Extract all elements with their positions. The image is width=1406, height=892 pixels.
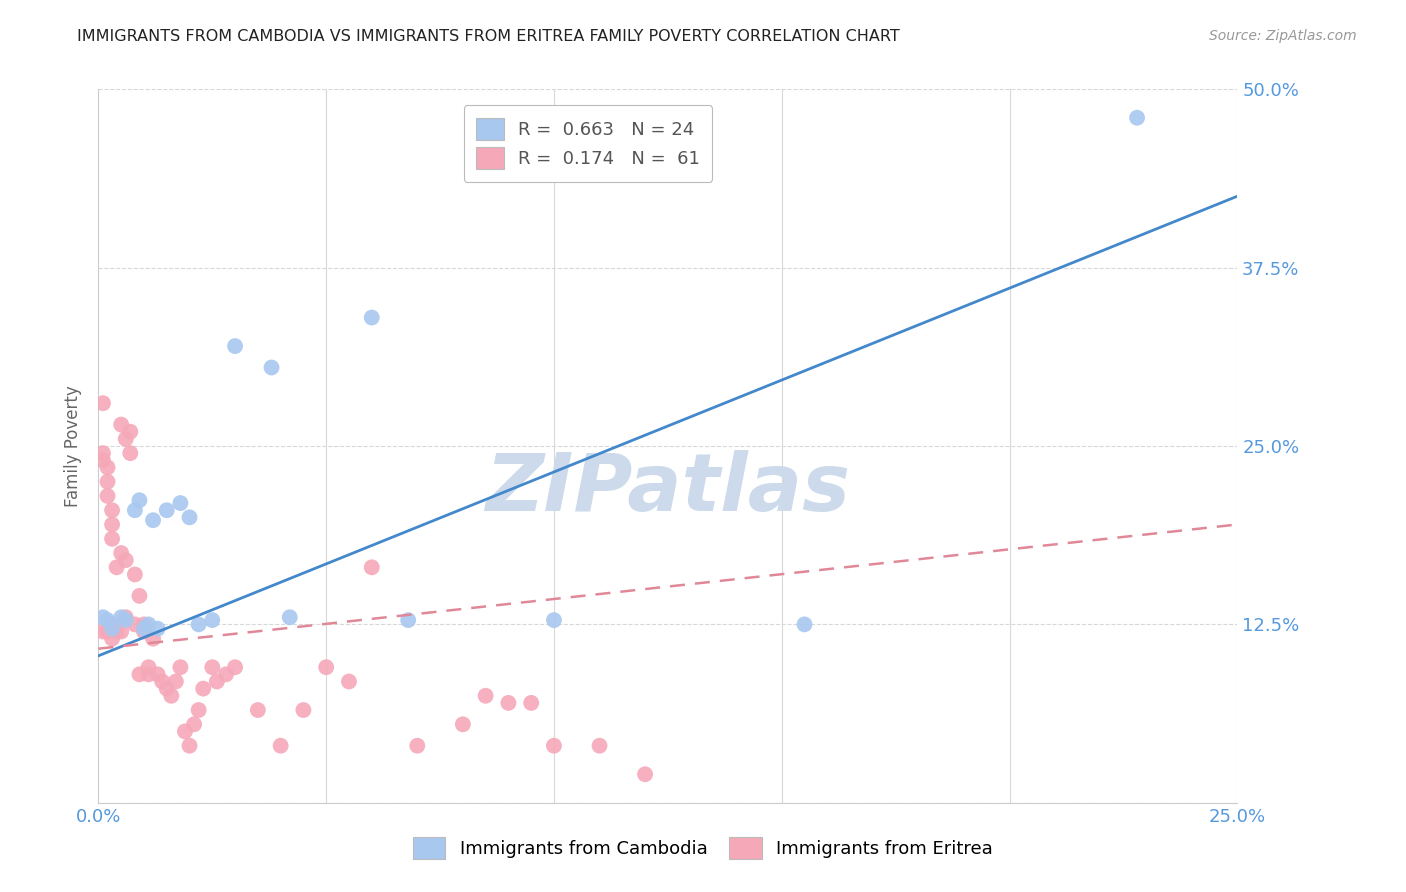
Point xyxy=(315,660,337,674)
Point xyxy=(101,517,124,532)
Point xyxy=(292,703,315,717)
Point xyxy=(105,624,128,639)
Point xyxy=(101,617,124,632)
Point xyxy=(96,624,118,639)
Text: Source: ZipAtlas.com: Source: ZipAtlas.com xyxy=(1209,29,1357,44)
Point xyxy=(114,432,136,446)
Point xyxy=(128,667,150,681)
Point xyxy=(101,632,124,646)
Point xyxy=(224,339,246,353)
Point xyxy=(150,674,173,689)
Point xyxy=(132,617,155,632)
Point xyxy=(215,667,238,681)
Point xyxy=(120,446,142,460)
Point xyxy=(91,453,114,467)
Point xyxy=(110,417,132,432)
Point xyxy=(114,553,136,567)
Point xyxy=(96,475,118,489)
Point xyxy=(96,613,118,627)
Point xyxy=(165,674,187,689)
Point xyxy=(128,493,150,508)
Point xyxy=(187,617,209,632)
Point xyxy=(91,446,114,460)
Point xyxy=(337,674,360,689)
Text: ZIPatlas: ZIPatlas xyxy=(485,450,851,528)
Point xyxy=(634,767,657,781)
Point xyxy=(498,696,520,710)
Point xyxy=(124,617,146,632)
Point xyxy=(205,674,228,689)
Point xyxy=(142,632,165,646)
Point xyxy=(142,513,165,527)
Point xyxy=(132,624,155,639)
Point xyxy=(101,532,124,546)
Point xyxy=(138,617,160,632)
Point xyxy=(360,310,382,325)
Point xyxy=(193,681,215,696)
Point xyxy=(1126,111,1149,125)
Point xyxy=(201,613,224,627)
Point xyxy=(91,624,114,639)
Point xyxy=(169,496,191,510)
Point xyxy=(474,689,496,703)
Point xyxy=(138,660,160,674)
Point xyxy=(278,610,301,624)
Point xyxy=(114,610,136,624)
Point xyxy=(201,660,224,674)
Point xyxy=(110,546,132,560)
Point xyxy=(270,739,292,753)
Point xyxy=(101,622,124,636)
Point xyxy=(128,589,150,603)
Point xyxy=(793,617,815,632)
Point xyxy=(174,724,197,739)
Point xyxy=(124,503,146,517)
Point xyxy=(146,667,169,681)
Legend: R =  0.663   N = 24, R =  0.174   N =  61: R = 0.663 N = 24, R = 0.174 N = 61 xyxy=(464,105,713,182)
Point xyxy=(91,610,114,624)
Point xyxy=(146,622,169,636)
Point xyxy=(179,510,201,524)
Point xyxy=(91,396,114,410)
Point xyxy=(160,689,183,703)
Point xyxy=(179,739,201,753)
Point xyxy=(187,703,209,717)
Point xyxy=(114,613,136,627)
Point xyxy=(120,425,142,439)
Point xyxy=(138,667,160,681)
Legend: Immigrants from Cambodia, Immigrants from Eritrea: Immigrants from Cambodia, Immigrants fro… xyxy=(402,826,1004,870)
Text: IMMIGRANTS FROM CAMBODIA VS IMMIGRANTS FROM ERITREA FAMILY POVERTY CORRELATION C: IMMIGRANTS FROM CAMBODIA VS IMMIGRANTS F… xyxy=(77,29,900,45)
Point xyxy=(396,613,419,627)
Point xyxy=(169,660,191,674)
Point xyxy=(183,717,205,731)
Point xyxy=(132,622,155,636)
Point xyxy=(224,660,246,674)
Point xyxy=(101,503,124,517)
Point xyxy=(588,739,610,753)
Point xyxy=(110,624,132,639)
Point xyxy=(520,696,543,710)
Point xyxy=(110,610,132,624)
Point xyxy=(406,739,429,753)
Point xyxy=(96,460,118,475)
Point xyxy=(156,503,179,517)
Point xyxy=(96,489,118,503)
Point xyxy=(451,717,474,731)
Point xyxy=(156,681,179,696)
Point xyxy=(260,360,283,375)
Point xyxy=(543,613,565,627)
Point xyxy=(360,560,382,574)
Point xyxy=(543,739,565,753)
Y-axis label: Family Poverty: Family Poverty xyxy=(65,385,83,507)
Point xyxy=(246,703,269,717)
Point xyxy=(105,560,128,574)
Point xyxy=(124,567,146,582)
